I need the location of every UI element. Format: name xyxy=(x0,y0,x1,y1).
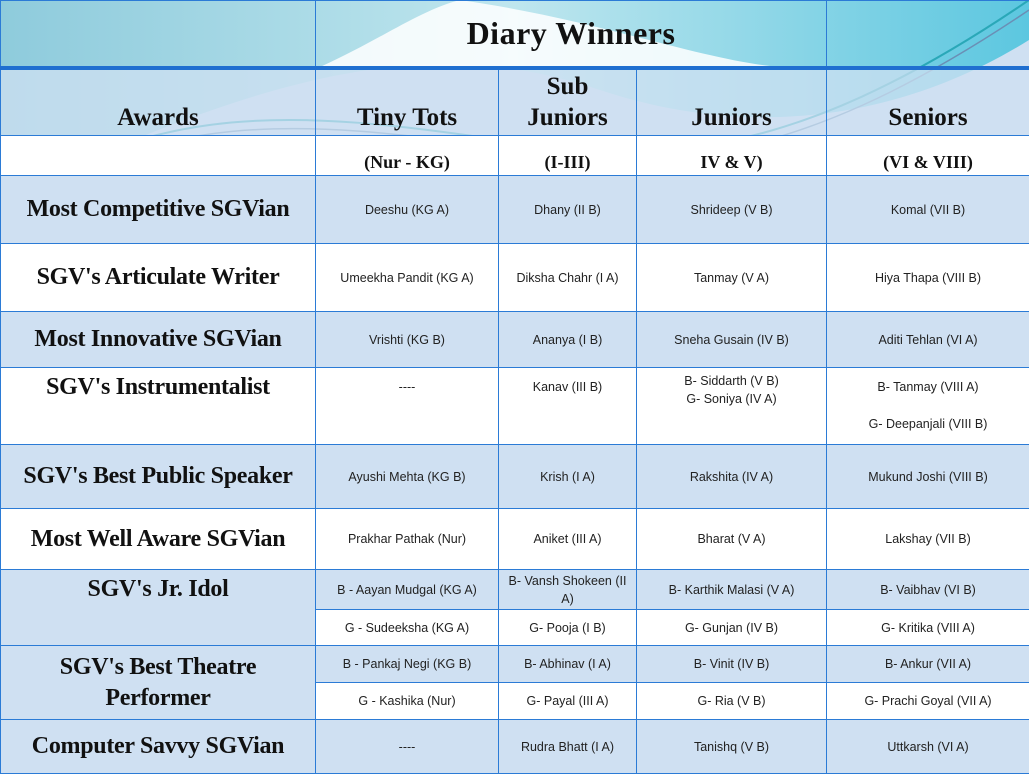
page-title: Diary Winners xyxy=(316,1,827,68)
winner-sub: Ananya (I B) xyxy=(499,312,637,368)
winner-boy: B- Tanmay (VIII A) xyxy=(831,378,1025,396)
winner-sen: B- Tanmay (VIII A) G- Deepanjali (VIII B) xyxy=(827,368,1029,445)
winner-jun: Tanishq (V B) xyxy=(637,720,827,774)
winner-jun: G- Gunjan (IV B) xyxy=(637,610,827,646)
table-row: SGV's Jr. Idol B - Aayan Mudgal (KG A) B… xyxy=(1,570,1029,610)
award-name: SGV's Best Public Speaker xyxy=(1,445,316,509)
winner-tiny: G - Kashika (Nur) xyxy=(316,683,499,720)
header-sub-line1: Sub xyxy=(503,71,632,102)
award-name: Most Innovative SGVian xyxy=(1,312,316,368)
winner-girl: G- Deepanjali (VIII B) xyxy=(831,415,1025,433)
header-seniors: Seniors xyxy=(827,68,1029,136)
table-row: SGV's Best Public Speaker Ayushi Mehta (… xyxy=(1,445,1029,509)
table-row: Most Well Aware SGVian Prakhar Pathak (N… xyxy=(1,509,1029,570)
header-juniors: Juniors xyxy=(637,68,827,136)
title-spacer-left xyxy=(1,1,316,68)
title-spacer-right xyxy=(827,1,1029,68)
winner-sub: Diksha Chahr (I A) xyxy=(499,244,637,312)
winner-tiny: Deeshu (KG A) xyxy=(316,176,499,244)
winner-sub: Kanav (III B) xyxy=(499,368,637,445)
table-row: Most Innovative SGVian Vrishti (KG B) An… xyxy=(1,312,1029,368)
winner-tiny: G - Sudeeksha (KG A) xyxy=(316,610,499,646)
winner-sen: Komal (VII B) xyxy=(827,176,1029,244)
table-row: SGV's Best Theatre Performer B - Pankaj … xyxy=(1,646,1029,683)
table-row: Most Competitive SGVian Deeshu (KG A) Dh… xyxy=(1,176,1029,244)
winner-sen: B- Vaibhav (VI B) xyxy=(827,570,1029,610)
winner-girl: G- Soniya (IV A) xyxy=(641,390,822,408)
winner-sen: Lakshay (VII B) xyxy=(827,509,1029,570)
award-name: SGV's Instrumentalist xyxy=(1,368,316,445)
header-sub-line2: Juniors xyxy=(503,102,632,133)
table-row: Computer Savvy SGVian ---- Rudra Bhatt (… xyxy=(1,720,1029,774)
winner-jun: B- Vinit (IV B) xyxy=(637,646,827,683)
class-row: (Nur - KG) (I-III) IV & V) (VI & VIII) xyxy=(1,136,1029,176)
title-text: Diary Winners xyxy=(467,15,676,51)
winner-jun: Bharat (V A) xyxy=(637,509,827,570)
winner-jun: Shrideep (V B) xyxy=(637,176,827,244)
winner-sen: Uttkarsh (VI A) xyxy=(827,720,1029,774)
winner-jun: Rakshita (IV A) xyxy=(637,445,827,509)
award-name: SGV's Jr. Idol xyxy=(1,570,316,646)
winner-sub: B- Vansh Shokeen (II A) xyxy=(499,570,637,610)
winner-tiny: Ayushi Mehta (KG B) xyxy=(316,445,499,509)
winner-sub: Krish (I A) xyxy=(499,445,637,509)
winner-sub: Aniket (III A) xyxy=(499,509,637,570)
winner-sen: G- Kritika (VIII A) xyxy=(827,610,1029,646)
winner-sen: G- Prachi Goyal (VII A) xyxy=(827,683,1029,720)
award-name: Most Competitive SGVian xyxy=(1,176,316,244)
winner-tiny: ---- xyxy=(316,720,499,774)
award-name: Most Well Aware SGVian xyxy=(1,509,316,570)
header-tiny-tots: Tiny Tots xyxy=(316,68,499,136)
class-sub-juniors: (I-III) xyxy=(499,136,637,176)
class-tiny-tots: (Nur - KG) xyxy=(316,136,499,176)
class-empty xyxy=(1,136,316,176)
winner-tiny: ---- xyxy=(316,368,499,445)
winner-jun: B- Siddarth (V B)G- Soniya (IV A) xyxy=(637,368,827,445)
winner-jun: Tanmay (V A) xyxy=(637,244,827,312)
winner-tiny: B - Pankaj Negi (KG B) xyxy=(316,646,499,683)
table-row: SGV's Instrumentalist ---- Kanav (III B)… xyxy=(1,368,1029,445)
winner-sub: B- Abhinav (I A) xyxy=(499,646,637,683)
winner-sen: Hiya Thapa (VIII B) xyxy=(827,244,1029,312)
winner-sub: Dhany (II B) xyxy=(499,176,637,244)
winner-tiny: Vrishti (KG B) xyxy=(316,312,499,368)
winner-sub: G- Payal (III A) xyxy=(499,683,637,720)
winner-jun: Sneha Gusain (IV B) xyxy=(637,312,827,368)
winner-tiny: B - Aayan Mudgal (KG A) xyxy=(316,570,499,610)
header-awards: Awards xyxy=(1,68,316,136)
award-name: SGV's Best Theatre Performer xyxy=(1,646,316,720)
winner-sub: G- Pooja (I B) xyxy=(499,610,637,646)
winner-sen: Aditi Tehlan (VI A) xyxy=(827,312,1029,368)
winner-jun: G- Ria (V B) xyxy=(637,683,827,720)
winner-tiny: Prakhar Pathak (Nur) xyxy=(316,509,499,570)
class-juniors: IV & V) xyxy=(637,136,827,176)
winner-sen: Mukund Joshi (VIII B) xyxy=(827,445,1029,509)
winner-tiny: Umeekha Pandit (KG A) xyxy=(316,244,499,312)
class-seniors: (VI & VIII) xyxy=(827,136,1029,176)
table-row: SGV's Articulate Writer Umeekha Pandit (… xyxy=(1,244,1029,312)
winner-sen: B- Ankur (VII A) xyxy=(827,646,1029,683)
award-name: SGV's Articulate Writer xyxy=(1,244,316,312)
winner-boy: B- Siddarth (V B) xyxy=(641,372,822,390)
winner-sub: Rudra Bhatt (I A) xyxy=(499,720,637,774)
winner-jun: B- Karthik Malasi (V A) xyxy=(637,570,827,610)
award-name: Computer Savvy SGVian xyxy=(1,720,316,774)
